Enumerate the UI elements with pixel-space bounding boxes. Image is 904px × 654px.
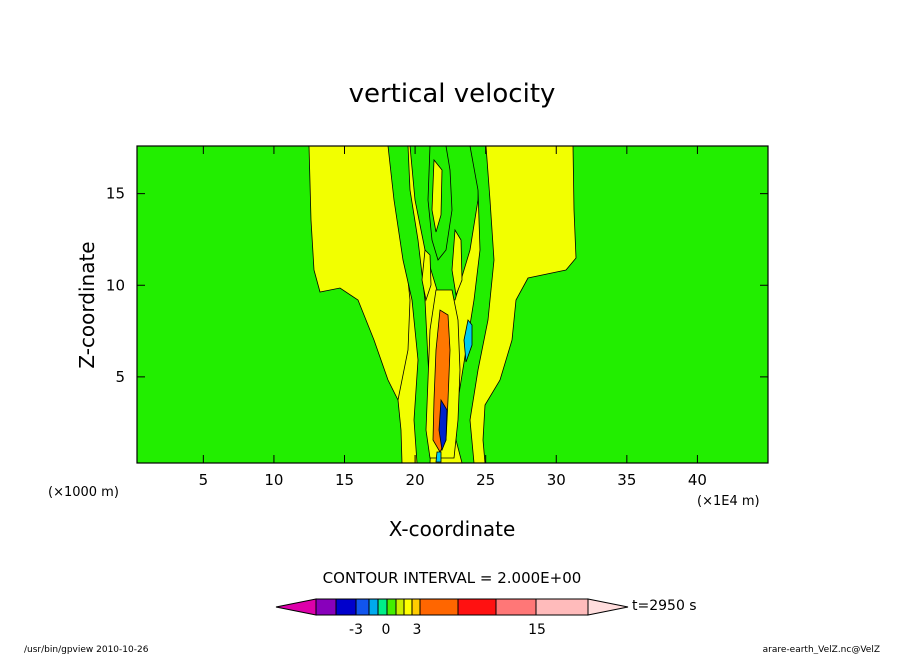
x-tick-label: 15 <box>335 471 354 489</box>
plot-area: 5 10 15 20 25 30 35 40 5 10 15 <box>106 145 769 489</box>
contour-core-cyan-small <box>435 451 442 463</box>
x-tick-label: 40 <box>688 471 707 489</box>
x-axis: 5 10 15 20 25 30 35 40 <box>199 146 707 489</box>
colorbar-segment <box>355 598 370 616</box>
colorbar-segment <box>419 598 459 616</box>
colorbar-arrow-left <box>275 598 317 616</box>
colorbar: -3 0 3 15 <box>275 598 629 638</box>
contour-yellow-streak-3 <box>421 249 432 302</box>
contour-interval-label: CONTOUR INTERVAL = 2.000E+00 <box>323 569 582 587</box>
y-tick-label: 5 <box>115 368 125 386</box>
colorbar-segment <box>495 598 537 616</box>
y-tick-label: 15 <box>106 185 125 203</box>
colorbar-segment <box>535 598 589 616</box>
plot-frame <box>136 145 769 464</box>
x-tick-label: 25 <box>476 471 495 489</box>
colorbar-segment <box>335 598 357 616</box>
colorbar-segment <box>457 598 497 616</box>
y-axis-label: Z-coordinate <box>75 241 99 368</box>
time-label: t=2950 s <box>632 598 697 614</box>
x-unit-left-label: (×1000 m) <box>48 485 119 500</box>
colorbar-segment <box>386 598 397 616</box>
colorbar-segment <box>368 598 379 616</box>
colorbar-segment <box>403 598 413 616</box>
x-tick-label: 10 <box>264 471 283 489</box>
x-tick-label: 35 <box>617 471 636 489</box>
colorbar-segment <box>377 598 388 616</box>
x-tick-label: 5 <box>199 471 209 489</box>
contour-yellow-streak-2 <box>451 228 463 297</box>
colorbar-segment <box>411 598 421 616</box>
colorbar-label: 3 <box>413 622 422 638</box>
colorbar-label: -3 <box>349 622 363 638</box>
contour-core-blue <box>438 398 448 452</box>
colorbar-arrow-right <box>587 598 629 616</box>
footer-program: /usr/bin/gpview 2010-10-26 <box>24 645 149 654</box>
x-tick-label: 20 <box>406 471 425 489</box>
colorbar-segment <box>315 598 337 616</box>
x-axis-label: X-coordinate <box>389 517 516 541</box>
colorbar-label: 0 <box>382 622 391 638</box>
y-tick-label: 10 <box>106 276 125 294</box>
x-unit-right-label: (×1E4 m) <box>697 494 760 509</box>
colorbar-segment <box>395 598 405 616</box>
x-tick-label: 30 <box>547 471 566 489</box>
colorbar-label: 15 <box>528 622 546 638</box>
contour-yellow-streak-1 <box>431 158 443 233</box>
chart-title: vertical velocity <box>349 79 556 109</box>
contour-core-cyan <box>463 319 473 363</box>
y-axis: 5 10 15 <box>106 185 768 386</box>
footer-source: arare-earth_VelZ.nc@VelZ <box>763 645 880 654</box>
